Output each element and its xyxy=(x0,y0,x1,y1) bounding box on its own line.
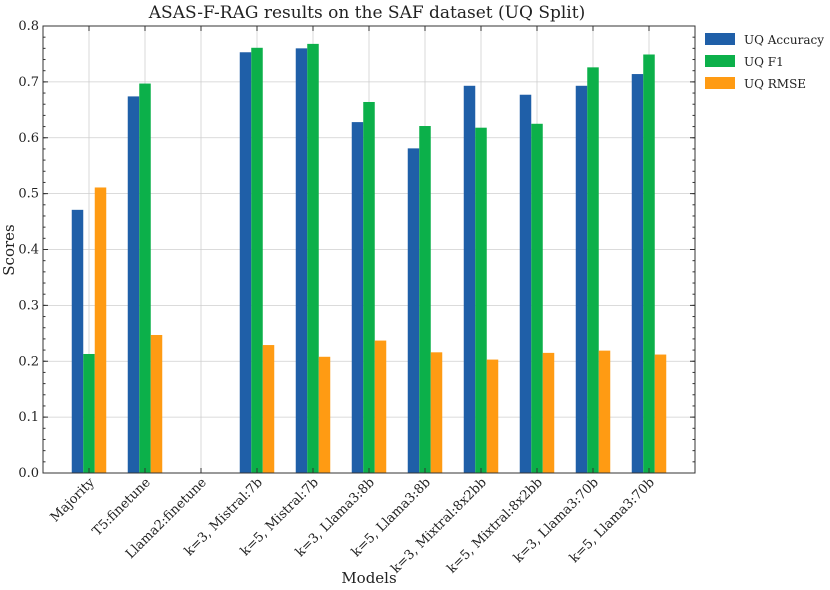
bar-uq-f1-5 xyxy=(363,101,375,474)
y-tick-label: 0.2 xyxy=(18,354,39,369)
bar-uq-f1-9 xyxy=(587,67,599,473)
bar-uq-rmse-4 xyxy=(318,356,331,473)
y-tick-label: 0.1 xyxy=(18,410,39,425)
y-tick-label: 0.6 xyxy=(18,131,39,146)
bar-uq-f1-7 xyxy=(475,127,487,473)
x-tick-label: k=5, Mixtral:8x2bb xyxy=(444,475,545,576)
bar-uq-rmse-10 xyxy=(654,354,667,473)
y-axis-ticks: 0.0 0.1 0.2 0.3 0.4 0.5 0.6 0.7 0.8 xyxy=(18,19,695,481)
bar-uq-f1-8 xyxy=(531,123,543,473)
x-tick-label: k=3, Mixtral:8x2bb xyxy=(388,475,489,576)
bar-uq-rmse-6 xyxy=(430,352,443,473)
bar-uq-rmse-9 xyxy=(598,350,611,473)
bar-uq-f1-3 xyxy=(251,47,263,473)
y-tick-label: 0.8 xyxy=(18,19,39,34)
bar-uq-accuracy-7 xyxy=(463,85,476,473)
legend-label: UQ F1 xyxy=(744,55,784,69)
legend-swatch xyxy=(705,55,735,67)
y-tick-label: 0.0 xyxy=(18,466,39,481)
legend-label: UQ Accuracy xyxy=(744,33,824,47)
bar-uq-accuracy-8 xyxy=(519,94,532,473)
bar-uq-rmse-3 xyxy=(262,345,275,473)
bar-uq-accuracy-6 xyxy=(407,148,420,473)
bar-uq-accuracy-3 xyxy=(239,52,252,473)
y-tick-label: 0.4 xyxy=(18,243,39,258)
y-tick-label: 0.3 xyxy=(18,298,39,313)
bar-uq-f1-6 xyxy=(419,126,431,474)
chart-title: ASAS-F-RAG results on the SAF dataset (U… xyxy=(148,3,585,23)
bar-uq-rmse-7 xyxy=(486,359,499,473)
bar-uq-accuracy-5 xyxy=(351,122,364,473)
y-tick-label: 0.7 xyxy=(18,75,39,90)
bar-uq-rmse-0 xyxy=(94,187,107,473)
y-tick-label: 0.5 xyxy=(18,187,39,202)
x-tick-label: Majority xyxy=(48,475,99,526)
bar-uq-f1-0 xyxy=(83,353,95,473)
x-axis-label: Models xyxy=(341,569,396,587)
legend-swatch xyxy=(705,33,735,45)
bar-uq-rmse-5 xyxy=(374,340,387,473)
bar-uq-accuracy-10 xyxy=(631,74,644,474)
bar-uq-rmse-1 xyxy=(150,334,163,473)
bar-uq-accuracy-1 xyxy=(127,96,140,473)
y-axis-label: Scores xyxy=(0,224,18,275)
bar-uq-f1-10 xyxy=(643,54,655,474)
bar-uq-f1-1 xyxy=(139,83,151,474)
legend: UQ Accuracy UQ F1 UQ RMSE xyxy=(705,33,824,91)
bar-uq-rmse-8 xyxy=(542,352,555,473)
legend-label: UQ RMSE xyxy=(744,77,806,91)
legend-swatch xyxy=(705,77,735,89)
bar-uq-accuracy-9 xyxy=(575,85,588,473)
bar-uq-f1-4 xyxy=(307,43,319,473)
bars xyxy=(71,43,667,474)
bar-uq-accuracy-0 xyxy=(71,209,84,474)
bar-uq-accuracy-4 xyxy=(295,48,308,473)
